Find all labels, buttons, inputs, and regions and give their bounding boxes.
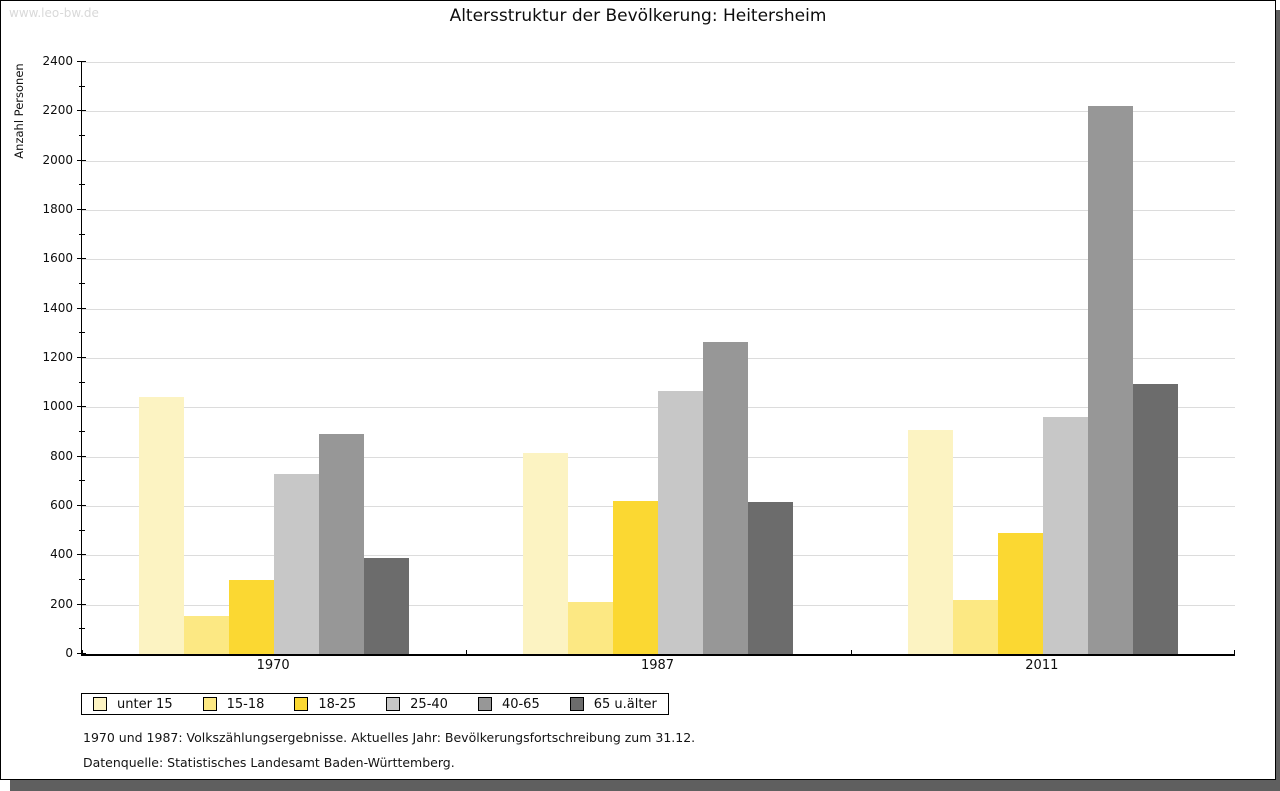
y-axis-minor-tick xyxy=(79,480,85,482)
y-axis-major-tick xyxy=(77,455,86,457)
y-axis-tick-label: 1200 xyxy=(42,350,73,364)
legend-swatch xyxy=(477,697,492,711)
bar-unter-15 xyxy=(523,452,569,654)
x-axis-tick xyxy=(466,650,468,654)
legend-label: unter 15 xyxy=(117,696,173,712)
y-axis-major-tick xyxy=(77,357,86,358)
bar-40-65 xyxy=(319,434,364,654)
legend: unter 15 15-18 18-25 25-40 40-65 65 u.älter xyxy=(81,693,669,715)
legend-label: 15-18 xyxy=(226,696,265,712)
y-axis-tick-label: 2200 xyxy=(42,103,73,118)
y-axis-tick-label: 400 xyxy=(50,547,73,562)
y-axis-minor-tick xyxy=(79,579,85,580)
y-axis-major-tick xyxy=(77,603,86,605)
x-axis-tick xyxy=(82,650,83,654)
legend-swatch xyxy=(569,697,584,711)
y-axis-major-tick xyxy=(77,61,86,62)
y-axis-major-tick xyxy=(77,159,86,161)
legend-swatch xyxy=(202,697,217,711)
y-axis-major-tick xyxy=(77,209,86,210)
x-axis-tick xyxy=(1234,650,1235,654)
gridline xyxy=(82,160,1235,162)
legend-label: 40-65 xyxy=(501,696,540,712)
bar-unter-15 xyxy=(139,397,184,654)
bar-18-25 xyxy=(229,580,274,654)
x-axis-tick xyxy=(850,650,852,654)
y-axis-major-tick xyxy=(77,258,86,260)
bar-18-25 xyxy=(613,501,659,654)
gridline xyxy=(82,210,1235,211)
y-axis-major-tick xyxy=(77,505,86,506)
gridline xyxy=(82,308,1235,310)
legend-swatch xyxy=(93,697,107,711)
y-axis-tick-label: 600 xyxy=(50,498,73,512)
legend-label: 65 u.älter xyxy=(593,696,657,712)
legend-label: 25-40 xyxy=(410,696,448,712)
bar-25-40 xyxy=(658,391,704,654)
y-axis-minor-tick xyxy=(79,184,85,186)
bar-15-18 xyxy=(568,602,614,654)
legend-swatch xyxy=(386,697,401,711)
watermark: www.leo-bw.de xyxy=(9,6,99,20)
footnote-sources: 1970 und 1987: Volkszählungsergebnisse. … xyxy=(83,730,696,745)
bar-40-65 xyxy=(1087,106,1133,654)
legend-label: 18-25 xyxy=(318,696,357,712)
x-axis-category-label: 1970 xyxy=(256,658,290,673)
y-axis-minor-tick xyxy=(79,431,85,432)
y-axis-tick-label: 800 xyxy=(50,448,73,463)
y-axis-tick-label: 1800 xyxy=(42,202,73,216)
legend-item: 15-18 xyxy=(202,696,265,712)
y-axis-label: Anzahl Personen xyxy=(12,63,26,159)
y-axis-major-tick xyxy=(77,406,86,408)
gridline xyxy=(82,62,1235,63)
legend-swatch xyxy=(294,697,309,711)
y-axis-tick-label: 1000 xyxy=(42,399,73,414)
x-axis-category-label: 1987 xyxy=(640,658,675,673)
y-axis-tick-label: 1600 xyxy=(42,251,73,266)
legend-item: unter 15 xyxy=(93,697,173,712)
plot-area xyxy=(77,61,1235,656)
legend-item: 65 u.älter xyxy=(569,696,657,712)
bar-15-18 xyxy=(952,599,998,654)
card-shadow-right xyxy=(1276,10,1280,791)
chart-title: Altersstruktur der Bevölkerung: Heitersh… xyxy=(449,6,827,26)
bar-65-u-lter xyxy=(1132,383,1178,654)
bar-65-u-lter xyxy=(748,502,794,654)
card-shadow-bottom xyxy=(10,780,1276,791)
y-axis-minor-tick xyxy=(79,381,85,383)
bar-25-40 xyxy=(274,473,319,654)
bar-15-18 xyxy=(184,615,229,654)
gridline xyxy=(82,111,1235,113)
y-axis-minor-tick xyxy=(79,135,85,136)
bar-40-65 xyxy=(703,341,749,654)
legend-item: 25-40 xyxy=(386,697,448,712)
y-axis-minor-tick xyxy=(79,85,85,87)
bar-65-u-lter xyxy=(364,557,409,654)
gridline xyxy=(82,358,1235,359)
y-axis-minor-tick xyxy=(79,332,85,334)
bar-unter-15 xyxy=(907,429,953,654)
y-axis-tick-label: 2000 xyxy=(42,152,73,167)
y-axis-tick-label: 1400 xyxy=(42,300,73,315)
bar-25-40 xyxy=(1042,417,1088,654)
legend-item: 40-65 xyxy=(477,696,540,712)
y-axis-minor-tick xyxy=(79,529,85,531)
bar-18-25 xyxy=(997,533,1043,654)
y-axis-minor-tick xyxy=(79,283,85,284)
footnote-dataquelle: Datenquelle: Statistisches Landesamt Bad… xyxy=(83,755,455,770)
y-axis-tick-label: 2400 xyxy=(42,54,73,68)
y-axis-major-tick xyxy=(77,307,86,309)
x-axis-category-label: 2011 xyxy=(1025,658,1059,673)
gridline xyxy=(82,259,1235,261)
legend-item: 18-25 xyxy=(294,697,356,712)
y-axis-major-tick xyxy=(77,653,86,654)
y-axis-tick-label: 200 xyxy=(50,596,73,611)
y-axis-minor-tick xyxy=(79,628,85,630)
y-axis-major-tick xyxy=(77,554,86,556)
y-axis-tick-label: 0 xyxy=(65,646,73,660)
y-axis-minor-tick xyxy=(79,233,85,235)
y-axis-major-tick xyxy=(77,110,86,112)
